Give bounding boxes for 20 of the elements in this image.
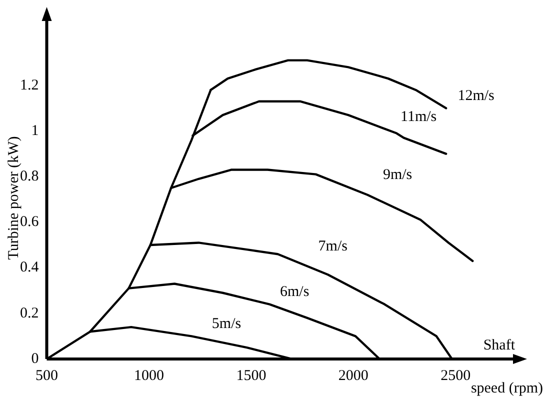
series-label: 11m/s [400, 109, 437, 126]
series-label: 5m/s [212, 316, 242, 332]
text: Shaft speed (rpm) [470, 337, 543, 396]
series-label: 12m/s [458, 88, 495, 104]
y-tick-label: 0.6 [20, 214, 40, 230]
x-tick-label: 1500 [236, 368, 266, 384]
y-tick-label: 1.2 [20, 77, 39, 94]
series-label: 7m/s [318, 238, 348, 255]
x-tick-label: 1000 [134, 368, 164, 384]
y-tick-label: 1 [31, 122, 39, 139]
y-tick-label: 0.8 [20, 168, 39, 185]
y-axis-title: Turbine power (kW) [6, 136, 22, 260]
y-tick-label: 0.4 [20, 260, 40, 276]
y-tick-label: 0 [31, 350, 39, 367]
x-tick-label: 2000 [338, 368, 368, 384]
series-label: 6m/s [280, 284, 310, 300]
x-tick-label: 500 [36, 368, 58, 384]
series-label: 9m/s [382, 166, 412, 183]
y-tick-label: 0.2 [20, 305, 39, 322]
x-tick-label: 2500 [440, 368, 471, 384]
